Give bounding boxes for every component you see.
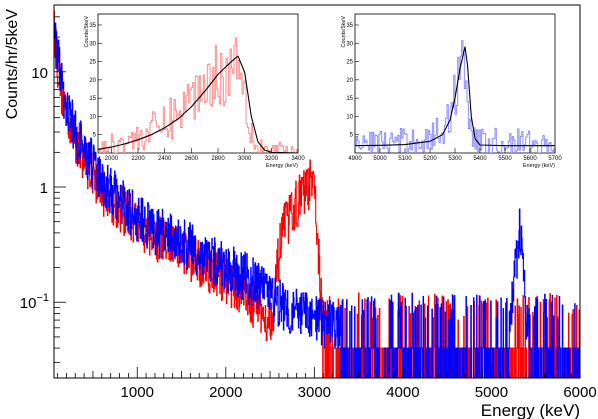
- inset-y-tick-label: 35: [346, 23, 353, 29]
- inset-histogram: [98, 37, 298, 153]
- spectrum-series-1: [54, 10, 580, 378]
- y-tick-label: 10−1: [20, 292, 49, 312]
- inset-y-tick-label: 25: [346, 60, 353, 66]
- inset-y-tick-label: 10: [346, 114, 353, 120]
- inset-x-tick-label: 2600: [185, 156, 199, 162]
- x-tick-label: 2000: [209, 384, 242, 401]
- spectrum-series-2: [54, 22, 580, 378]
- inset-x-tick-label: 2800: [211, 156, 225, 162]
- main-y-axis: 10−1 1 10 Counts/hr/5keV: [4, 9, 66, 363]
- inset-x-tick-label: 5100: [398, 156, 412, 162]
- inset-x-tick-label: 3400: [291, 156, 305, 162]
- inset-x-axis-label: Energy (keV): [266, 163, 298, 169]
- inset-x-tick-label: 2400: [158, 156, 172, 162]
- inset-x-tick-label: 5200: [423, 156, 437, 162]
- inset-x-tick-label: 3200: [265, 156, 279, 162]
- inset-x-tick-label: 2000: [105, 156, 119, 162]
- x-tick-label: 5000: [475, 384, 508, 401]
- y-tick-label: 1: [40, 180, 48, 197]
- x-tick-label: 1000: [121, 384, 154, 401]
- inset-x-tick-label: 2200: [131, 156, 145, 162]
- inset-x-tick-label: 5000: [373, 156, 387, 162]
- inset-histogram: [355, 40, 555, 153]
- main-plot-frame: [53, 4, 581, 379]
- main-y-axis-label: Counts/hr/5keV: [4, 9, 21, 120]
- inset-y-tick-label: 25: [89, 60, 96, 66]
- inset-x-tick-label: 5500: [498, 156, 512, 162]
- inset-y-tick-label: 15: [89, 96, 96, 102]
- inset-x-tick-label: 5400: [473, 156, 487, 162]
- inset-y-axis-label: Counts/5keV: [84, 16, 90, 48]
- inset-x-tick-label: 4900: [348, 156, 362, 162]
- inset-x-tick-label: 5600: [523, 156, 537, 162]
- y-tick-label: 10: [31, 65, 48, 82]
- main-x-axis-label: Energy (keV): [481, 401, 580, 419]
- inset-y-tick-label: 10: [89, 114, 96, 120]
- inset-plot-2: 4900 5000 5100 5200 5300 5400 5500 5600 5700Ener…: [341, 13, 562, 169]
- x-tick-label: 4000: [386, 384, 419, 401]
- inset-x-tick-label: 5300: [448, 156, 462, 162]
- inset-y-axis-label: Counts/5keV: [341, 16, 347, 48]
- inset-y-tick-label: 20: [346, 78, 353, 84]
- inset-y-tick-label: 30: [346, 41, 353, 47]
- inset-y-tick-label: 15: [346, 96, 353, 102]
- inset-fit-curve: [355, 46, 555, 147]
- x-tick-label: 6000: [563, 384, 596, 401]
- inset-fit-curve: [98, 55, 298, 153]
- inset-y-tick-label: 30: [89, 41, 96, 47]
- inset-x-tick-label: 3000: [238, 156, 252, 162]
- x-tick-label: 3000: [298, 384, 331, 401]
- inset-y-tick-label: 5: [93, 133, 97, 139]
- inset-x-axis-label: Energy (keV): [523, 163, 555, 169]
- inset-y-tick-label: 35: [89, 23, 96, 29]
- inset-y-tick-label: 5: [350, 133, 354, 139]
- inset-x-tick-label: 5700: [548, 156, 562, 162]
- inset-y-tick-label: 20: [89, 78, 96, 84]
